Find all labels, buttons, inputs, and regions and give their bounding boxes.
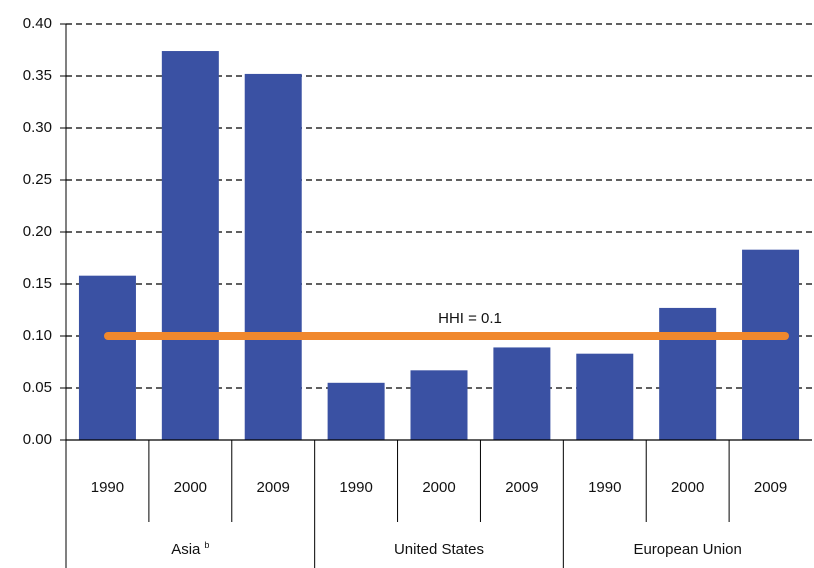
x-tick-label: 2000 xyxy=(422,479,455,496)
bar xyxy=(244,73,302,441)
y-tick-label: 0.15 xyxy=(23,275,52,292)
x-tick-label: 2009 xyxy=(505,479,538,496)
bar xyxy=(493,347,551,440)
y-tick-label: 0.40 xyxy=(23,15,52,32)
x-tick-label: 2009 xyxy=(257,479,290,496)
bar xyxy=(576,353,634,440)
x-tick-label: 2009 xyxy=(754,479,787,496)
x-tick-label: 1990 xyxy=(588,479,621,496)
group-label: European Union xyxy=(633,541,741,558)
reference-label: HHI = 0.1 xyxy=(438,310,502,327)
x-tick-label: 1990 xyxy=(91,479,124,496)
bar xyxy=(327,382,385,440)
bar xyxy=(161,51,219,440)
group-name: European Union xyxy=(633,541,741,558)
group-label: Asia b xyxy=(171,540,209,558)
bar xyxy=(659,307,717,440)
group-name: Asia xyxy=(171,541,201,558)
y-tick-label: 0.00 xyxy=(23,431,52,448)
y-tick-label: 0.05 xyxy=(23,379,52,396)
group-footnote: b xyxy=(204,540,209,550)
y-tick-label: 0.20 xyxy=(23,223,52,240)
bar xyxy=(78,275,136,440)
bar xyxy=(410,370,468,440)
y-tick-label: 0.30 xyxy=(23,119,52,136)
x-tick-label: 1990 xyxy=(339,479,372,496)
x-tick-label: 2000 xyxy=(174,479,207,496)
group-name: United States xyxy=(394,541,484,558)
y-tick-label: 0.35 xyxy=(23,67,52,84)
x-tick-label: 2000 xyxy=(671,479,704,496)
bar xyxy=(742,249,800,440)
y-tick-label: 0.25 xyxy=(23,171,52,188)
group-label: United States xyxy=(394,541,484,558)
y-tick-label: 0.10 xyxy=(23,327,52,344)
